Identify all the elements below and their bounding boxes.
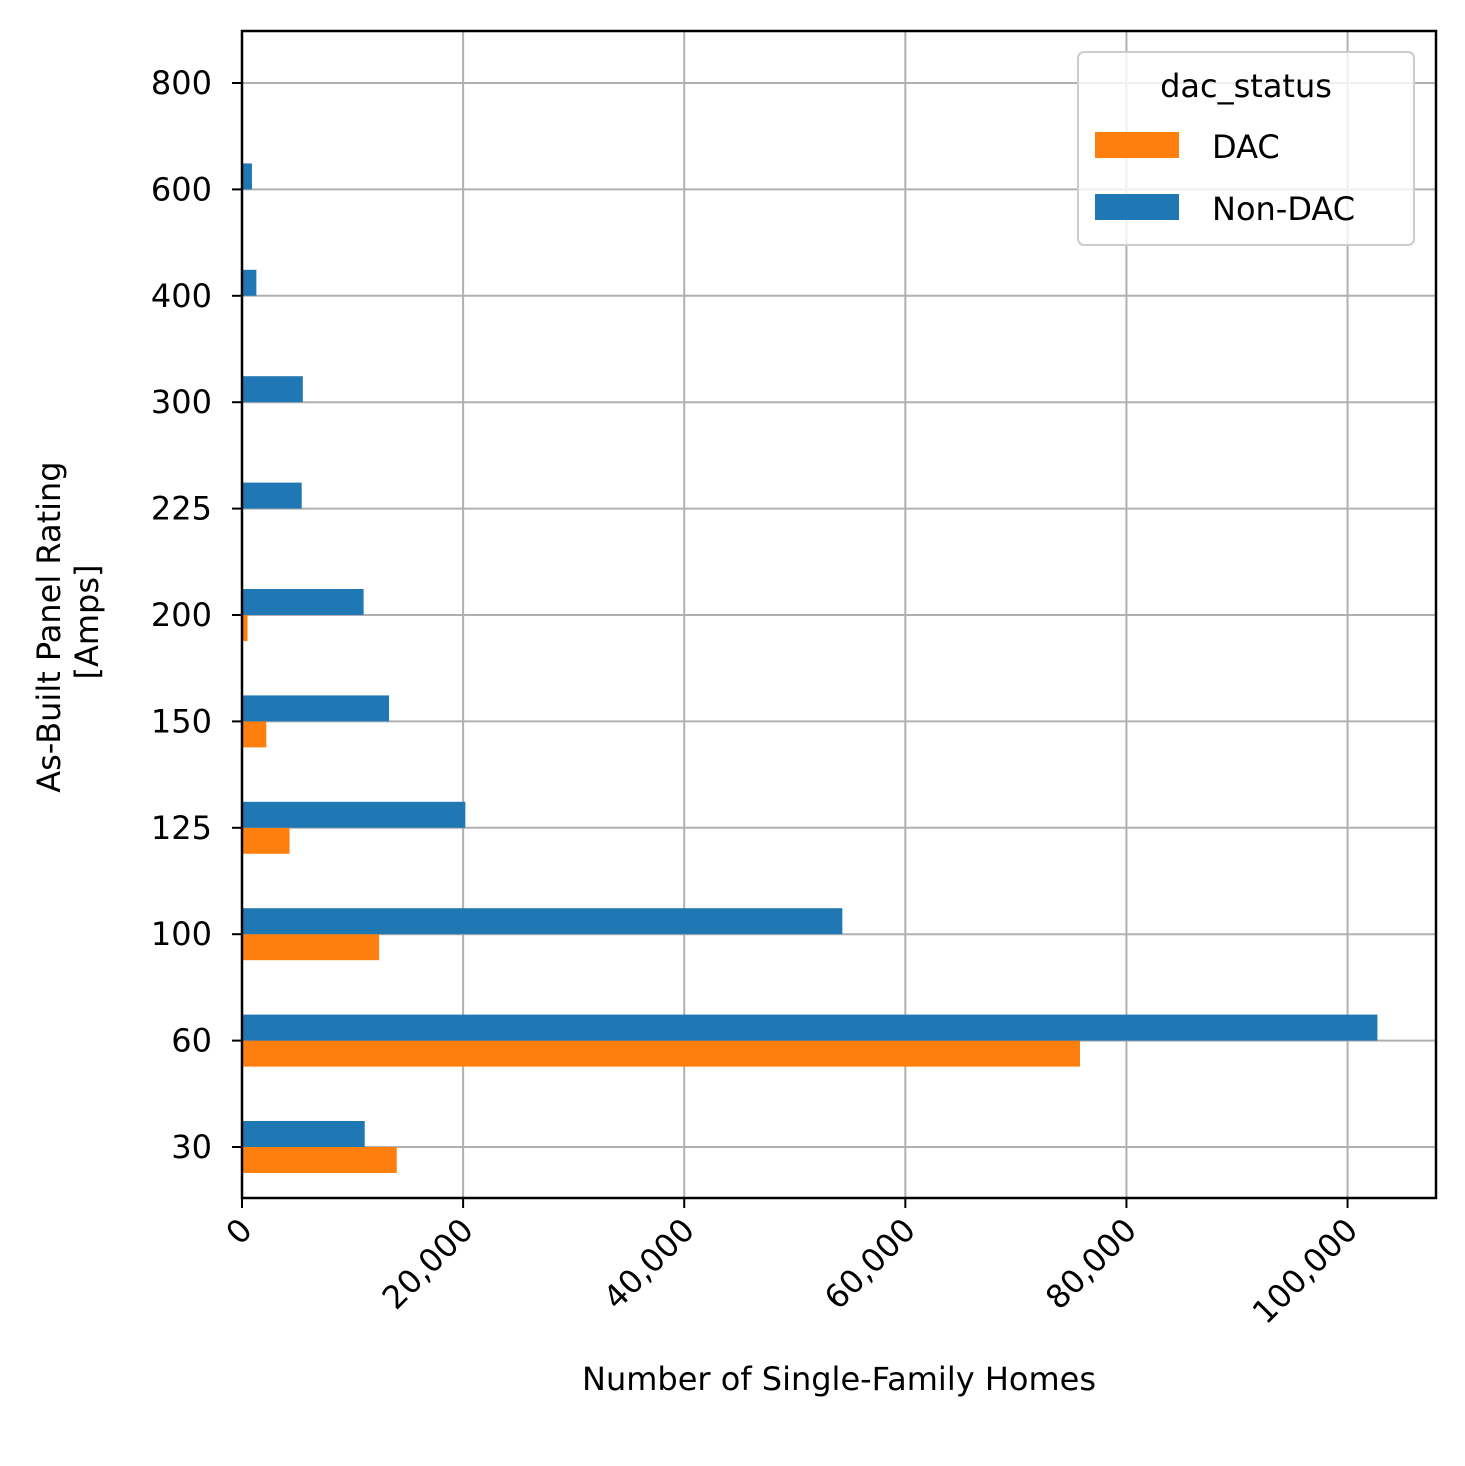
bar-non-dac bbox=[242, 908, 843, 935]
x-tick-label: 40,000 bbox=[596, 1211, 702, 1317]
y-axis-title: As-Built Panel Rating [Amps] bbox=[30, 451, 106, 793]
legend-title: dac_status bbox=[1160, 67, 1332, 105]
bar-non-dac bbox=[242, 1121, 365, 1147]
bar-dac bbox=[242, 827, 290, 854]
bar-non-dac bbox=[242, 801, 466, 828]
y-tick-label: 800 bbox=[151, 64, 212, 102]
x-tick-label: 100,000 bbox=[1245, 1211, 1365, 1331]
x-tick-label: 20,000 bbox=[375, 1211, 481, 1317]
y-tick-label: 100 bbox=[151, 915, 212, 953]
y-tick-label: 400 bbox=[151, 277, 212, 315]
bar-non-dac bbox=[242, 163, 252, 190]
bar-non-dac bbox=[242, 376, 303, 403]
bar-dac bbox=[242, 1040, 1081, 1067]
y-tick-label: 600 bbox=[151, 170, 212, 208]
bar-dac bbox=[242, 615, 248, 641]
y-tick-label: 125 bbox=[151, 809, 212, 847]
bar-non-dac bbox=[242, 269, 257, 296]
x-axis: 0 20,000 40,000 60,000 80,000 100,000 bbox=[218, 1198, 1365, 1331]
y-tick-label: 30 bbox=[171, 1128, 212, 1166]
y-axis-title-line-2: [Amps] bbox=[68, 564, 106, 679]
x-tick-label: 60,000 bbox=[817, 1211, 923, 1317]
bar-non-dac bbox=[242, 695, 390, 722]
bar-non-dac bbox=[242, 589, 364, 615]
x-tick-label: 0 bbox=[218, 1211, 259, 1252]
y-tick-label: 200 bbox=[151, 596, 212, 634]
y-axis: 30 60 100 125 150 200 225 300 400 600 800 bbox=[151, 64, 242, 1166]
bar-non-dac bbox=[242, 482, 302, 509]
bars bbox=[242, 163, 1378, 1173]
bar-non-dac bbox=[242, 1014, 1378, 1041]
y-tick-label: 60 bbox=[171, 1022, 212, 1060]
legend-swatch-dac bbox=[1095, 132, 1179, 158]
bar-dac bbox=[242, 721, 267, 748]
legend-label-non-dac: Non-DAC bbox=[1212, 190, 1355, 228]
bar-dac bbox=[242, 1147, 397, 1173]
legend: dac_status DAC Non-DAC bbox=[1077, 51, 1415, 246]
x-axis-title: Number of Single-Family Homes bbox=[582, 1360, 1096, 1398]
y-tick-label: 300 bbox=[151, 383, 212, 421]
y-axis-title-line-1: As-Built Panel Rating bbox=[30, 461, 68, 792]
legend-swatch-non-dac bbox=[1095, 194, 1179, 220]
legend-label-dac: DAC bbox=[1212, 128, 1280, 166]
x-tick-label: 80,000 bbox=[1038, 1211, 1144, 1317]
y-tick-label: 225 bbox=[151, 490, 212, 528]
bar-dac bbox=[242, 934, 380, 961]
y-tick-label: 150 bbox=[151, 702, 212, 740]
